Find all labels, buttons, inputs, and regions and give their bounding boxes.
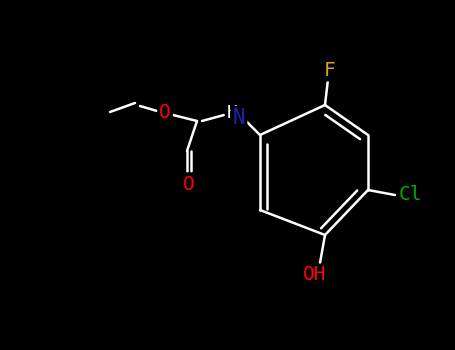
Text: F: F <box>324 61 336 79</box>
Text: O: O <box>183 175 195 194</box>
Text: H: H <box>227 104 238 122</box>
Text: Cl: Cl <box>398 186 422 204</box>
Text: OH: OH <box>303 266 327 285</box>
Text: N: N <box>233 108 245 128</box>
Text: O: O <box>159 104 171 122</box>
